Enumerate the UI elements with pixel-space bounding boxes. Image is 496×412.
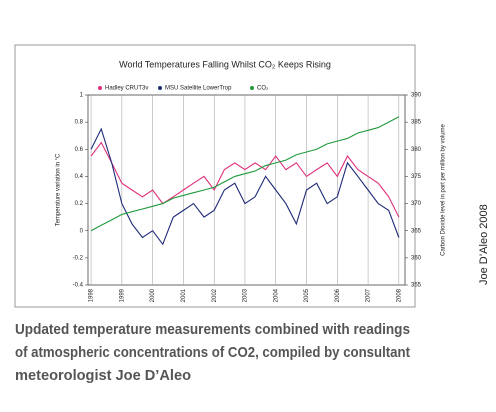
y2-tick-label: 380 xyxy=(411,147,422,153)
x-tick-label: 2007 xyxy=(366,288,372,302)
legend-marker xyxy=(250,86,254,90)
y2-tick-label: 390 xyxy=(411,93,422,99)
x-tick-label: 1999 xyxy=(119,288,125,302)
y-tick-label: -0.4 xyxy=(73,283,84,289)
credit: Joe D’Aleo 2008 xyxy=(478,204,490,285)
y2-tick-label: 365 xyxy=(411,228,422,234)
chart-title: World Temperatures Falling Whilst CO₂ Ke… xyxy=(119,59,331,69)
y-tick-label: 1 xyxy=(80,93,84,99)
x-tick-label: 2004 xyxy=(273,288,279,302)
y2-tick-label: 360 xyxy=(411,255,422,261)
caption-line: meteorologist Joe D’Aleo xyxy=(15,367,191,384)
y2-tick-label: 355 xyxy=(411,283,422,289)
caption-line: Updated temperature measurements combine… xyxy=(15,321,410,338)
series-line xyxy=(90,116,400,232)
y-axis-label: Temperature variation in °C xyxy=(56,153,62,226)
legend-label: Hadley CRUT3v xyxy=(105,86,148,92)
y-tick-label: 0.6 xyxy=(75,147,84,153)
x-tick-label: 2006 xyxy=(335,288,341,302)
y-tick-label: 0.2 xyxy=(75,201,84,207)
plot-area xyxy=(87,94,406,286)
x-tick-label: 2000 xyxy=(150,288,156,302)
chart-frame xyxy=(14,44,416,308)
y2-tick-label: 375 xyxy=(411,174,422,180)
x-tick-label: 2008 xyxy=(396,288,402,302)
y-tick-label: 0.4 xyxy=(75,174,84,180)
y-tick-label: 0 xyxy=(80,228,84,234)
x-tick-label: 2002 xyxy=(212,288,218,302)
legend-marker xyxy=(158,86,162,90)
x-tick-label: 2001 xyxy=(181,288,187,302)
legend-label: MSU Satellite LowerTrop xyxy=(165,86,232,92)
y2-tick-label: 370 xyxy=(411,201,422,207)
series-line xyxy=(90,141,400,218)
series-line xyxy=(90,127,400,246)
x-tick-label: 2005 xyxy=(304,288,310,302)
x-tick-label: 2003 xyxy=(243,288,249,302)
y-tick-label: -0.2 xyxy=(73,255,84,261)
legend-marker xyxy=(98,86,102,90)
caption-line: of atmospheric concentrations of CO2, co… xyxy=(15,344,410,361)
y2-axis-label: Carbon Dioxide level in part per million… xyxy=(441,123,447,255)
legend-label: CO₂ xyxy=(257,86,269,92)
y-tick-label: 0.8 xyxy=(75,120,84,126)
x-tick-label: 1998 xyxy=(89,288,95,302)
y2-tick-label: 385 xyxy=(411,120,422,126)
